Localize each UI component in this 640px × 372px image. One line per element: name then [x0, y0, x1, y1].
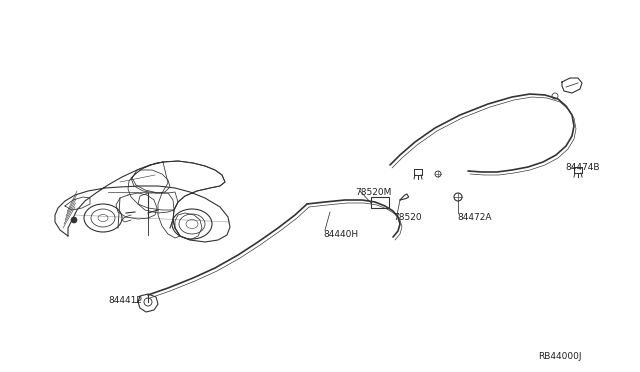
Text: 84440H: 84440H — [323, 230, 358, 239]
Text: 84441P: 84441P — [108, 296, 141, 305]
Circle shape — [71, 217, 77, 223]
Text: 78520: 78520 — [393, 213, 422, 222]
Text: RB44000J: RB44000J — [538, 352, 582, 361]
Text: 84474B: 84474B — [565, 163, 600, 172]
Text: 78520M: 78520M — [355, 188, 392, 197]
Text: 84472A: 84472A — [457, 213, 492, 222]
Bar — [371, 197, 389, 208]
